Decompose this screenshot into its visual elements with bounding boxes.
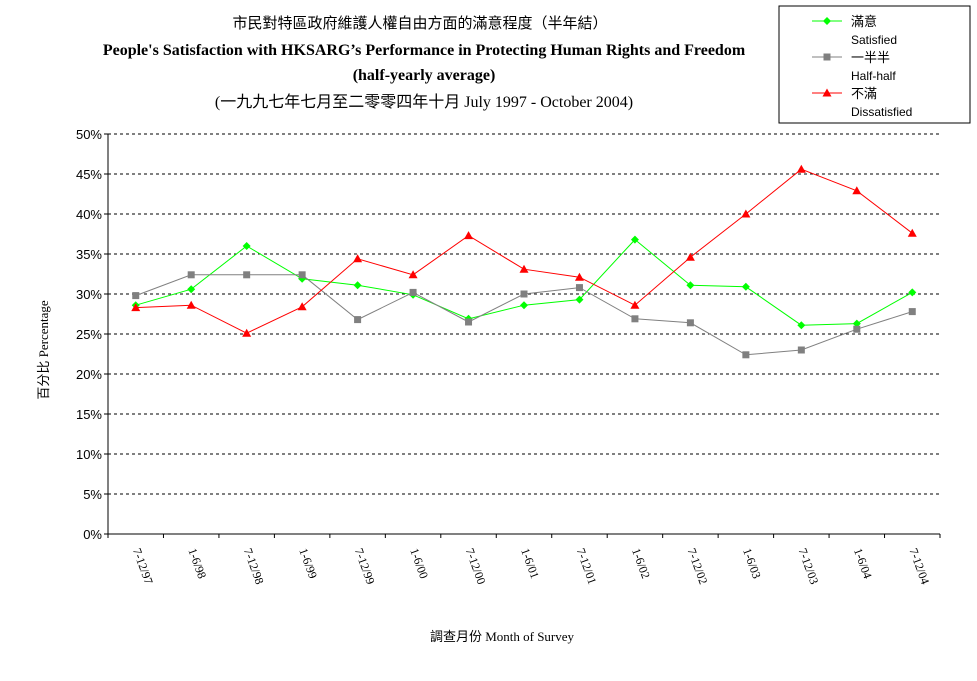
data-point [298,271,306,279]
data-point [907,228,917,237]
data-point [575,284,583,292]
data-point [575,295,584,304]
data-point [186,300,196,309]
chart-subtitle: (half-yearly average) [353,67,496,84]
legend-label-en: Half-half [851,69,896,83]
gridlines [108,133,940,495]
x-tick-label: 1-6/03 [740,546,764,580]
x-tick-label: 1-6/02 [629,546,653,580]
chart-title-english: People's Satisfaction with HKSARG’s Perf… [103,42,746,59]
data-point [519,264,529,273]
data-point [685,252,695,261]
data-point [631,315,639,323]
y-tick-label: 10% [76,447,102,462]
legend-label-en: Satisfied [851,33,897,47]
legend-label: 一半半 [851,51,890,66]
chart-title-chinese: 市民對特區政府維護人權自由方面的滿意程度（半年結） [232,14,607,32]
data-point [908,308,916,316]
data-point [852,319,861,328]
legend-swatch-marker [823,17,831,25]
y-axis-title: 百分比 Percentage [36,300,51,400]
data-point [630,300,640,309]
plot-area: 0% 5% 10% 15% 20% 25% 30% 35% 40% 45% 50% 7-12/97 1… [76,127,941,586]
x-axis-title: 調查月份 Month of Survey [430,629,575,644]
x-tick-label: 7-12/03 [796,546,822,586]
y-tick-label: 20% [76,367,102,382]
data-point [131,303,141,312]
data-point [741,282,750,291]
x-tick-label: 7-12/02 [685,546,711,586]
series-layer [131,164,917,359]
y-tick-label: 35% [76,247,102,262]
data-point [242,328,252,337]
data-point [132,292,140,300]
legend-swatch-marker [822,88,832,97]
data-point [853,325,861,333]
data-point [908,288,917,297]
data-point [630,235,639,244]
data-point [741,209,751,218]
y-tick-label: 0% [83,527,102,542]
data-point [242,242,251,250]
x-tick-label: 7-12/01 [574,546,600,586]
x-tick-label: 1-6/98 [185,546,209,580]
y-tick-label: 25% [76,327,102,342]
data-point [297,302,307,311]
legend-label: 滿意 [851,14,877,30]
data-point [574,272,584,281]
data-point [797,346,805,354]
data-point [520,301,528,310]
data-point [797,321,806,330]
data-point [353,254,363,263]
legend-box [778,5,971,124]
data-point [464,231,474,240]
x-tick-label: 7-12/97 [130,546,156,586]
series-line [135,238,913,326]
series-half-half [132,271,916,359]
legend-label-en: Dissatisfied [851,105,912,119]
data-point [353,281,362,290]
data-point [187,271,195,279]
legend: 滿意 Satisfied 一半半 Half-half 不滿 Dissatisfied [778,5,971,124]
data-point [187,285,196,294]
legend-items: 滿意 Satisfied 一半半 Half-half 不滿 Dissatisfied [812,14,912,119]
series-satisfied [131,235,917,330]
x-tick-label: 1-6/99 [296,546,320,580]
y-tick-label: 5% [83,487,102,502]
x-tick-label: 7-12/04 [906,546,932,586]
x-tick-label: 1-6/00 [407,546,431,580]
series-dissatisfied [131,164,917,337]
legend-label: 不滿 [851,86,877,102]
data-point [686,281,695,290]
chart-period: (一九九七年七月至二零零四年十月 July 1997 - October 200… [215,93,633,111]
y-tick-label: 40% [76,207,102,222]
data-point [852,186,862,195]
data-point [520,290,528,298]
data-point [408,270,418,279]
legend-item-half-half: 一半半 Half-half [812,51,896,83]
data-point [354,316,362,324]
data-point [243,271,251,279]
y-tick-labels: 0% 5% 10% 15% 20% 25% 30% 35% 40% 45% 50% [76,127,108,542]
data-point [465,318,473,326]
data-point [409,288,417,296]
y-tick-label: 45% [76,167,102,182]
y-tick-label: 15% [76,407,102,422]
x-tick-labels: 7-12/97 1-6/98 7-12/98 1-6/99 7-12/99 1-6/00 7… [107,534,941,586]
y-tick-label: 30% [76,287,102,302]
legend-item-satisfied: 滿意 Satisfied [812,14,897,47]
series-line [135,274,913,356]
y-tick-label: 50% [76,127,102,142]
legend-swatch-marker [823,53,831,61]
legend-item-dissatisfied: 不滿 Dissatisfied [812,86,912,119]
x-tick-label: 7-12/98 [241,546,267,586]
x-tick-label: 1-6/04 [851,546,875,580]
data-point [742,351,750,359]
x-tick-label: 7-12/99 [352,546,378,586]
data-point [686,319,694,327]
x-tick-label: 1-6/01 [518,546,542,580]
x-tick-label: 7-12/00 [463,546,489,586]
data-point [796,164,806,173]
